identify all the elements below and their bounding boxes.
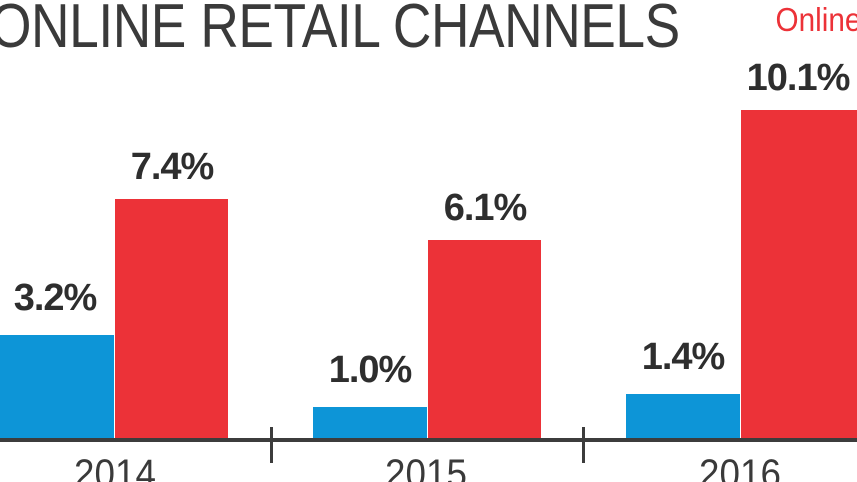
legend-item-online: Online	[775, 1, 857, 38]
axis-label-2015: 2015	[385, 452, 467, 482]
axis-label-2016: 2016	[699, 452, 781, 482]
axis-baseline	[0, 438, 857, 442]
bar-2014-online	[115, 199, 228, 440]
bar-value-2016-online: 10.1%	[746, 57, 851, 99]
bar-2016-online	[741, 110, 857, 440]
bar-2014-store	[0, 335, 114, 440]
axis-tick-2014-2015	[270, 427, 273, 463]
bar-2015-online	[428, 240, 541, 440]
bar-value-2014-store: 3.2%	[13, 277, 98, 319]
bar-value-2016-store: 1.4%	[641, 336, 726, 378]
axis-label-2014: 2014	[74, 452, 156, 482]
bar-2015-store	[313, 407, 427, 440]
page-title: ONLINE RETAIL CHANNELS	[0, 0, 680, 61]
bar-value-2015-online: 6.1%	[443, 187, 528, 229]
chart-legend: Online	[766, 1, 857, 38]
axis-tick-2015-2016	[582, 427, 585, 463]
bar-2016-store	[626, 394, 740, 440]
bar-value-2015-store: 1.0%	[328, 349, 413, 391]
bar-value-2014-online: 7.4%	[130, 146, 215, 188]
